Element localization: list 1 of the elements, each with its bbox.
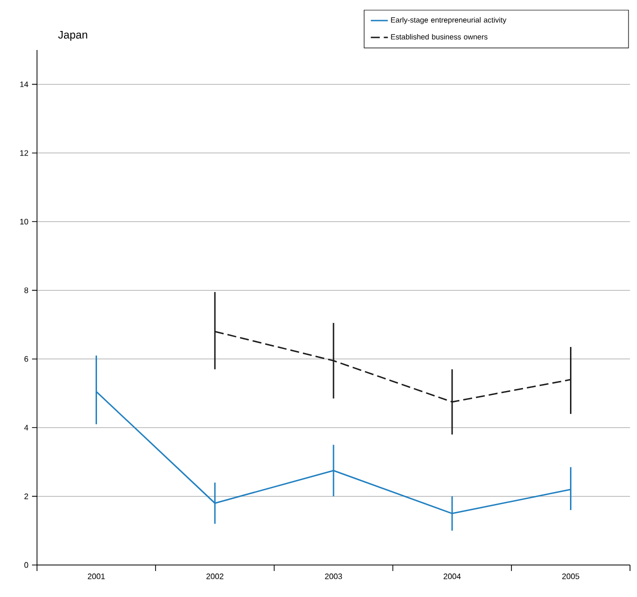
chart-title: Japan: [58, 31, 88, 41]
